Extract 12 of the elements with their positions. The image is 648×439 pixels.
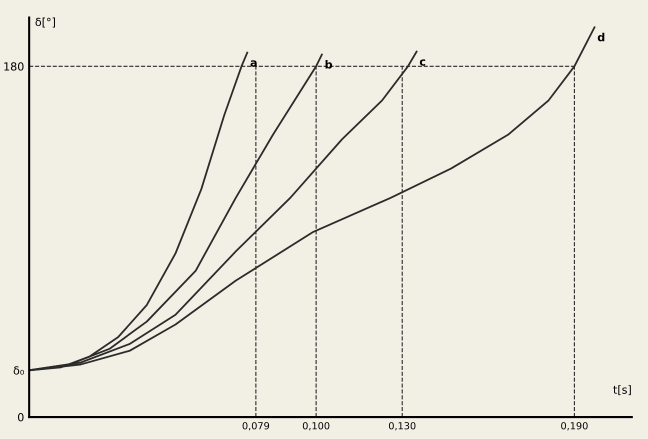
annotation: c (420, 59, 426, 66)
x-tick-label: 0,190 (561, 422, 588, 430)
y-axis-title: δ[°] (36, 18, 55, 28)
x-tick-label: 0,130 (388, 422, 416, 430)
x-tick-label: 0,100 (302, 422, 330, 430)
y-tick-label: 0 (18, 413, 24, 422)
y-tick-label: δ₀ (14, 366, 24, 375)
x-tick-label: 0,079 (242, 422, 270, 430)
y-tick-label: 180 (4, 62, 24, 71)
x-axis-title: t[s] (613, 385, 631, 396)
annotation: a (250, 60, 257, 67)
annotation: d (598, 32, 604, 42)
